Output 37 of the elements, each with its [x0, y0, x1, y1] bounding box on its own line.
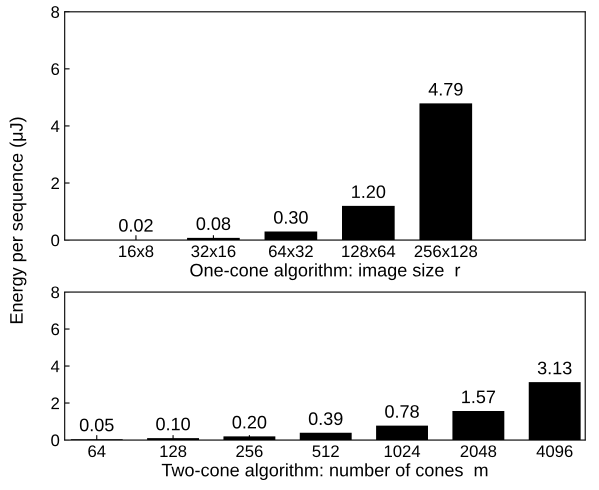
y-tick-label: 4: [50, 360, 60, 372]
data-label: 3.13: [538, 362, 572, 374]
x-tick-label: 128: [160, 445, 186, 458]
x-tick-label: 256: [236, 445, 263, 458]
y-tick-label: 2: [51, 397, 59, 410]
data-label: 0.39: [308, 412, 342, 426]
x-tick-label: 64: [88, 445, 106, 458]
x-tick-label: 64x32: [269, 245, 313, 258]
x-tick-label: 256x128: [414, 245, 478, 258]
data-label: 0.08: [196, 217, 230, 230]
y-tick-label: 8: [51, 6, 60, 18]
y-tick-label: 4: [50, 120, 60, 132]
y-tick-label: 2: [51, 177, 59, 190]
data-label: 0.78: [385, 405, 419, 418]
y-axis-title: Energy per sequence (μJ): [10, 118, 26, 324]
data-label: 0.10: [156, 418, 190, 430]
x-axis-title: Two-cone algorithm: number of cones m: [162, 463, 488, 480]
data-label: 1.57: [462, 390, 496, 404]
x-axis-title: One-cone algorithm: image size r: [190, 263, 460, 280]
data-label: 0.20: [232, 416, 266, 429]
x-tick-label: 2048: [460, 445, 496, 458]
data-label: 0.30: [274, 211, 308, 224]
x-tick-label: 128x64: [342, 245, 396, 258]
y-tick-label: 8: [51, 286, 60, 298]
x-tick-label: 1024: [384, 445, 420, 458]
data-label: 4.79: [428, 82, 463, 96]
y-tick-label: 0: [51, 234, 60, 246]
data-label: 1.20: [352, 185, 386, 198]
x-tick-label: 32x16: [191, 245, 236, 258]
data-label: 0.05: [80, 418, 114, 432]
y-tick-label: 6: [51, 323, 60, 336]
x-tick-label: 4096: [536, 445, 572, 458]
x-tick-label: 512: [312, 445, 339, 458]
y-tick-label: 6: [51, 63, 60, 76]
data-label: 0.02: [119, 219, 153, 232]
x-tick-label: 16x8: [119, 245, 154, 258]
y-tick-label: 0: [51, 434, 60, 446]
